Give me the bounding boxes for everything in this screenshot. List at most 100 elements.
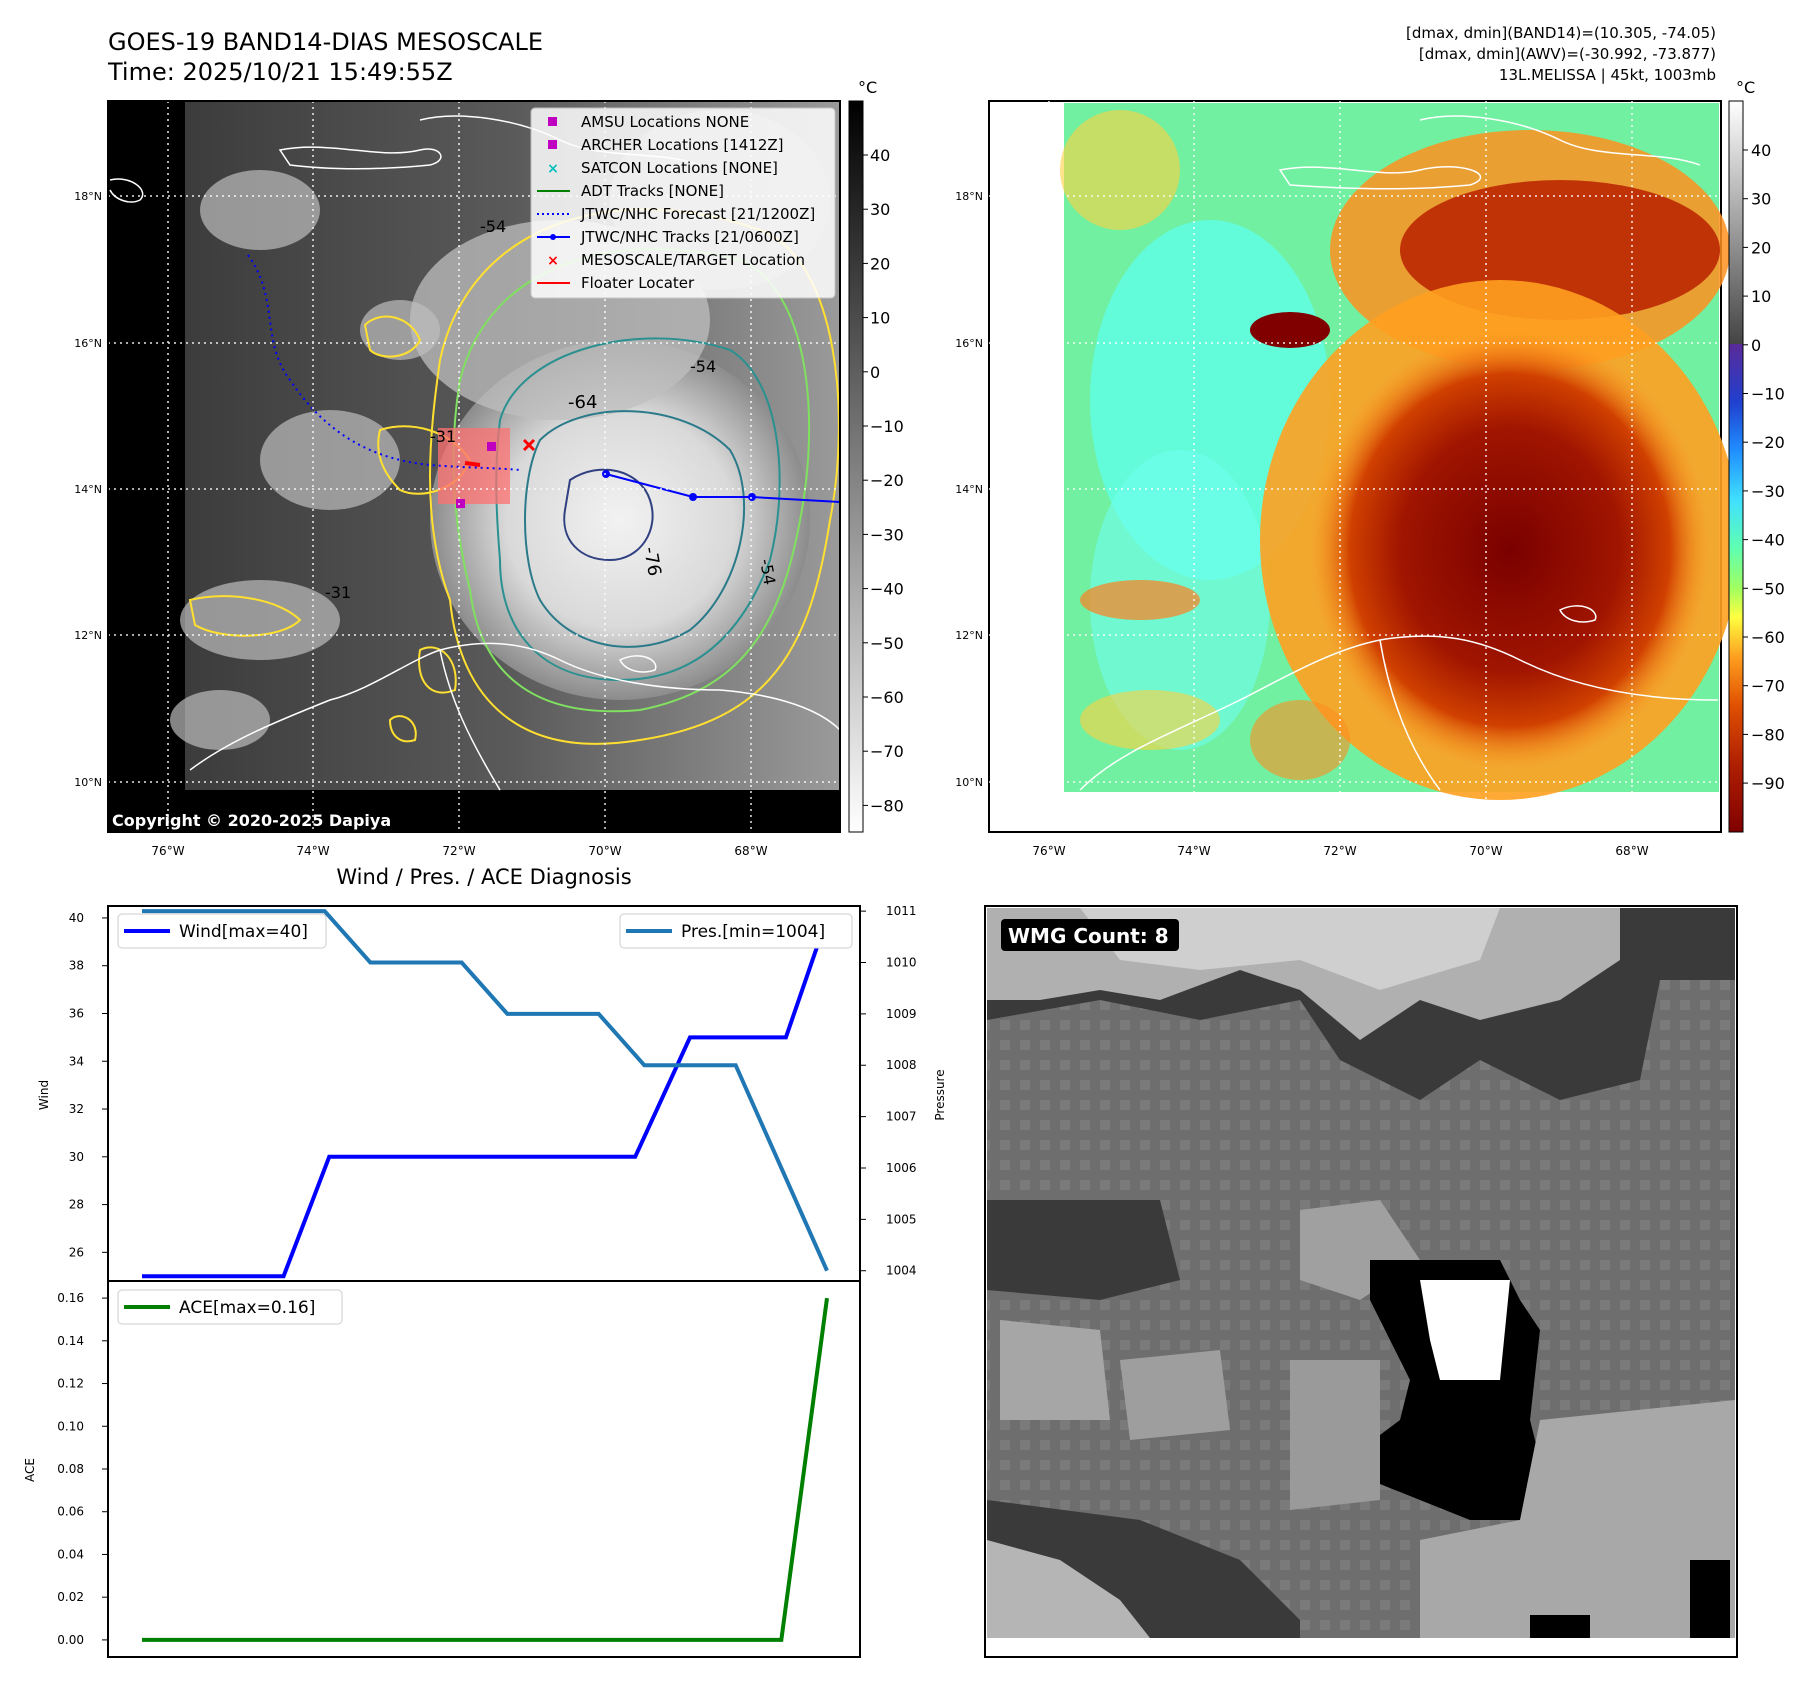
wind-series-line	[142, 917, 829, 1279]
wind-tick-2: 30	[69, 1150, 84, 1164]
left-map-lat-tick-0: 18°N	[74, 190, 102, 203]
pressure-tick-0: 1004	[886, 1264, 917, 1278]
right-cb-tick-11: −70	[1751, 677, 1785, 696]
wind-tick-3: 32	[69, 1102, 84, 1116]
left-colorbar-unit: °C	[858, 78, 877, 97]
ace-legend: ACE[max=0.16]	[117, 1289, 343, 1325]
right-cb-tick-6: −20	[1751, 433, 1785, 452]
pressure-tick-4: 1008	[886, 1058, 917, 1072]
left-cb-tick-6: −20	[870, 471, 904, 490]
right-cb-tick-8: −40	[1751, 531, 1785, 550]
contour-label-1: -64	[568, 392, 597, 413]
wind-pressure-panel: 26 28 30 32 34 36 38 40 1004 1005 1006 1007 1008 100…	[37, 904, 947, 1282]
legend-marker-1	[548, 140, 557, 149]
right-cb-tick-2: 20	[1751, 238, 1771, 257]
wmg-panel: WMG Count: 8	[984, 905, 1738, 1658]
copyright-text: Copyright © 2020-2025 Dapiya	[112, 811, 391, 830]
right-map-lon-tick-2: 72°W	[1323, 844, 1356, 858]
contour-label-5: -54	[690, 357, 716, 376]
left-map-lat-tick-1: 16°N	[74, 337, 102, 350]
left-map-lat-tick-3: 12°N	[74, 629, 102, 642]
pressure-legend-label: Pres.[min=1004]	[681, 922, 825, 942]
left-cb-tick-3: 10	[870, 309, 890, 328]
right-map-lon-tick-1: 74°W	[1177, 844, 1210, 858]
right-map-lat-tick-2: 14°N	[955, 483, 983, 496]
contour-label-6: -31	[430, 427, 456, 446]
stats-line-3: 13L.MELISSA | 45kt, 1003mb	[1499, 66, 1716, 84]
wind-tick-7: 40	[69, 911, 84, 925]
left-map-lon-tick-0: 76°W	[151, 844, 184, 858]
right-cb-tick-12: −80	[1751, 725, 1785, 744]
ace-tick-4: 0.08	[57, 1462, 84, 1476]
contour-label-2: -76	[639, 545, 665, 578]
figure-title-line1: GOES-19 BAND14-DIAS MESOSCALE	[108, 28, 543, 56]
ace-tick-8: 0.16	[57, 1291, 84, 1305]
left-map-lon-tick-2: 72°W	[442, 844, 475, 858]
right-water-vapor-map	[988, 100, 1740, 833]
ace-panel: 0.00 0.02 0.04 0.06 0.08 0.10 0.12 0.14 0.16 ACE…	[23, 1280, 861, 1658]
wind-legend-label: Wind[max=40]	[179, 922, 308, 942]
right-map-lon-tick-0: 76°W	[1032, 844, 1065, 858]
ace-legend-label: ACE[max=0.16]	[179, 1298, 315, 1318]
left-cb-tick-0: 40	[870, 146, 890, 165]
legend-label-0: AMSU Locations NONE	[581, 113, 749, 131]
pressure-tick-7: 1011	[886, 904, 917, 918]
pressure-series-line	[142, 909, 829, 1272]
left-map-lat-tick-4: 10°N	[74, 776, 102, 789]
ace-tick-2: 0.04	[57, 1547, 84, 1561]
right-cb-tick-3: 10	[1751, 287, 1771, 306]
legend-marker-0	[548, 117, 557, 126]
wind-tick-0: 26	[69, 1245, 84, 1259]
right-colorbar: °C 40 30 20 10 0 −10 −20 −30 −40 −50 −60 −70 −80 −90	[1728, 78, 1785, 833]
diagnosis-title: Wind / Pres. / ACE Diagnosis	[336, 865, 631, 889]
legend-marker-6: ×	[547, 253, 559, 269]
legend-marker-dot	[550, 234, 556, 240]
contour-label-4: -54	[480, 217, 506, 236]
pressure-tick-5: 1009	[886, 1007, 917, 1021]
wind-tick-1: 28	[69, 1198, 84, 1212]
right-cb-tick-7: −30	[1751, 482, 1785, 501]
left-cb-tick-12: −80	[870, 796, 904, 815]
right-cb-tick-10: −60	[1751, 628, 1785, 647]
legend-label-7: Floater Locater	[581, 274, 695, 292]
stats-line-2: [dmax, dmin](AWV)=(-30.992, -73.877)	[1419, 45, 1716, 63]
legend-marker-2: ×	[547, 161, 559, 177]
right-cb-tick-9: −50	[1751, 579, 1785, 598]
wind-tick-6: 38	[69, 959, 84, 973]
pressure-legend: Pres.[min=1004]	[619, 913, 853, 949]
ace-tick-6: 0.12	[57, 1377, 84, 1391]
ace-tick-1: 0.02	[57, 1590, 84, 1604]
wind-tick-5: 36	[69, 1006, 84, 1020]
left-map-lon-tick-3: 70°W	[588, 844, 621, 858]
right-map-lat-tick-3: 12°N	[955, 629, 983, 642]
left-cb-tick-9: −50	[870, 634, 904, 653]
right-cb-tick-1: 30	[1751, 190, 1771, 209]
left-cb-tick-5: −10	[870, 417, 904, 436]
left-colorbar: °C 40 30 20 10 0 −10 −20 −30 −40 −50 −60 −70 −80	[848, 78, 904, 833]
left-cb-tick-11: −70	[870, 742, 904, 761]
right-map-lat-tick-1: 16°N	[955, 337, 983, 350]
pressure-tick-2: 1006	[886, 1161, 917, 1175]
right-colorbar-unit: °C	[1736, 78, 1755, 97]
left-map-lat-tick-2: 14°N	[74, 483, 102, 496]
legend-label-4: JTWC/NHC Forecast [21/1200Z]	[580, 205, 815, 223]
right-cb-tick-13: −90	[1751, 774, 1785, 793]
left-cb-tick-7: −30	[870, 525, 904, 544]
figure-title-line2: Time: 2025/10/21 15:49:55Z	[107, 58, 453, 86]
left-cb-tick-1: 30	[870, 200, 890, 219]
pressure-tick-3: 1007	[886, 1110, 917, 1124]
wind-axis-label: Wind	[37, 1080, 51, 1110]
right-cb-tick-4: 0	[1751, 336, 1761, 355]
right-map-lat-tick-0: 18°N	[955, 190, 983, 203]
ace-tick-7: 0.14	[57, 1334, 84, 1348]
legend-label-6: MESOSCALE/TARGET Location	[581, 251, 805, 269]
wind-tick-4: 34	[69, 1054, 84, 1068]
right-map-lat-tick-4: 10°N	[955, 776, 983, 789]
right-cb-tick-5: −10	[1751, 385, 1785, 404]
left-map-lon-tick-1: 74°W	[296, 844, 329, 858]
left-cb-tick-8: −40	[870, 580, 904, 599]
left-map-lon-tick-4: 68°W	[734, 844, 767, 858]
legend-label-5: JTWC/NHC Tracks [21/0600Z]	[580, 228, 799, 246]
left-cb-tick-2: 20	[870, 254, 890, 273]
pressure-tick-1: 1005	[886, 1212, 917, 1226]
